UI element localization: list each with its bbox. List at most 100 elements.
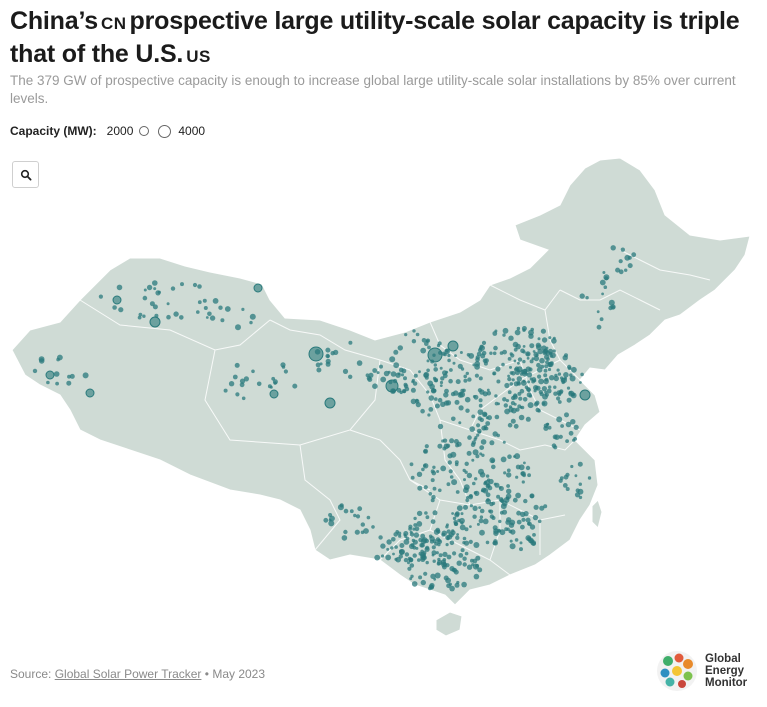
solar-project-dot[interactable] (478, 506, 481, 509)
solar-project-dot[interactable] (552, 349, 556, 353)
solar-project-dot[interactable] (472, 449, 479, 456)
solar-project-dot[interactable] (527, 402, 534, 409)
solar-project-dot[interactable] (417, 558, 421, 562)
solar-project-dot[interactable] (442, 564, 447, 570)
solar-project-dot[interactable] (241, 307, 245, 311)
solar-project-dot[interactable] (443, 575, 449, 581)
solar-project-dot[interactable] (547, 348, 554, 355)
solar-project-dot[interactable] (551, 443, 557, 449)
solar-project-dot[interactable] (315, 362, 321, 368)
solar-project-dot[interactable] (547, 367, 552, 372)
solar-project-dot[interactable] (341, 535, 348, 541)
solar-project-dot[interactable] (337, 504, 344, 511)
solar-project-dot[interactable] (454, 460, 459, 465)
solar-project-dot[interactable] (476, 522, 480, 526)
solar-project-dot[interactable] (449, 368, 453, 372)
solar-project-dot[interactable] (439, 366, 443, 370)
solar-project-dot[interactable] (515, 492, 521, 499)
solar-project-dot[interactable] (551, 338, 557, 344)
solar-project-dot[interactable] (235, 324, 241, 331)
solar-project-dot[interactable] (434, 397, 438, 401)
solar-project-dot[interactable] (446, 583, 451, 589)
solar-project-dot[interactable] (533, 379, 537, 383)
solar-project-dot[interactable] (442, 558, 447, 562)
solar-project-dot[interactable] (437, 423, 444, 430)
solar-project-dot[interactable] (413, 532, 420, 538)
solar-project-dot[interactable] (402, 389, 406, 394)
solar-project-dot[interactable] (523, 498, 528, 504)
solar-project-dot[interactable] (397, 372, 401, 376)
solar-project-dot[interactable] (535, 342, 541, 348)
solar-project-dot[interactable] (544, 392, 549, 397)
solar-project-dot[interactable] (427, 413, 431, 417)
solar-project-dot[interactable] (415, 332, 420, 337)
solar-project-dot[interactable] (456, 560, 462, 566)
solar-project-dot[interactable] (556, 390, 562, 395)
solar-project-dot[interactable] (474, 361, 481, 367)
solar-project-dot[interactable] (516, 376, 522, 382)
solar-project-dot[interactable] (522, 473, 526, 478)
solar-project-dot[interactable] (420, 549, 424, 553)
solar-project-dot[interactable] (408, 557, 414, 563)
solar-project-dot[interactable] (414, 526, 420, 532)
solar-project-dot[interactable] (399, 549, 402, 553)
solar-project-dot[interactable] (475, 454, 480, 459)
solar-project-dot[interactable] (507, 390, 512, 395)
solar-project-dot[interactable] (458, 553, 464, 558)
solar-project-dot[interactable] (528, 367, 533, 372)
solar-project-dot[interactable] (541, 337, 548, 343)
solar-project-dot[interactable] (239, 378, 246, 384)
solar-project-dot[interactable] (540, 364, 545, 369)
solar-project-dot[interactable] (404, 552, 410, 557)
solar-project-dot[interactable] (415, 402, 421, 408)
solar-project-dot[interactable] (420, 579, 426, 586)
solar-project-dot[interactable] (466, 472, 473, 479)
solar-project-dot[interactable] (243, 376, 249, 382)
solar-project-dot[interactable] (376, 371, 380, 375)
solar-project-dot[interactable] (452, 516, 457, 521)
solar-project-dot[interactable] (511, 371, 516, 376)
solar-project-dot[interactable] (218, 305, 223, 310)
solar-project-dot[interactable] (360, 522, 365, 527)
solar-project-dot[interactable] (448, 378, 453, 384)
solar-project-dot[interactable] (409, 532, 415, 537)
solar-project-dot[interactable] (573, 424, 579, 430)
solar-project-dot[interactable] (542, 402, 546, 406)
solar-project-dot[interactable] (620, 247, 625, 252)
solar-project-dot[interactable] (443, 392, 449, 398)
solar-project-dot[interactable] (440, 465, 447, 472)
solar-project-dot[interactable] (393, 362, 400, 369)
solar-project-dot[interactable] (407, 566, 412, 571)
solar-project-dot[interactable] (519, 406, 523, 409)
solar-project-dot[interactable] (565, 421, 572, 428)
solar-project-dot[interactable] (537, 337, 541, 341)
solar-project-dot[interactable] (152, 280, 158, 286)
solar-project-dot[interactable] (447, 353, 451, 358)
solar-project-dot[interactable] (413, 516, 417, 521)
solar-project-dot[interactable] (420, 533, 426, 539)
solar-project-dot[interactable] (349, 509, 354, 514)
solar-project-dot[interactable] (460, 521, 464, 525)
solar-project-dot[interactable] (434, 572, 441, 579)
solar-project-dot[interactable] (513, 402, 517, 406)
solar-project-dot[interactable] (348, 374, 353, 379)
solar-project-dot[interactable] (546, 357, 550, 361)
solar-project-dot[interactable] (239, 382, 245, 388)
solar-project-dot[interactable] (553, 385, 557, 389)
solar-project-dot[interactable] (450, 530, 456, 536)
solar-project-dot[interactable] (603, 285, 608, 290)
solar-project-dot[interactable] (509, 539, 513, 543)
solar-project-dot[interactable] (283, 369, 288, 374)
solar-project-dot[interactable] (411, 581, 418, 587)
solar-project-dot[interactable] (480, 353, 486, 359)
solar-project-dot[interactable] (483, 480, 488, 484)
solar-project-dot[interactable] (55, 381, 59, 386)
solar-project-dot[interactable] (532, 533, 536, 537)
solar-project-dot[interactable] (453, 569, 459, 575)
solar-project-dot[interactable] (423, 571, 428, 576)
solar-project-dot[interactable] (394, 557, 398, 561)
solar-project-dot[interactable] (521, 326, 527, 331)
solar-project-dot[interactable] (411, 339, 417, 344)
solar-project-dot[interactable] (578, 482, 582, 486)
solar-project-dot[interactable] (449, 438, 455, 444)
